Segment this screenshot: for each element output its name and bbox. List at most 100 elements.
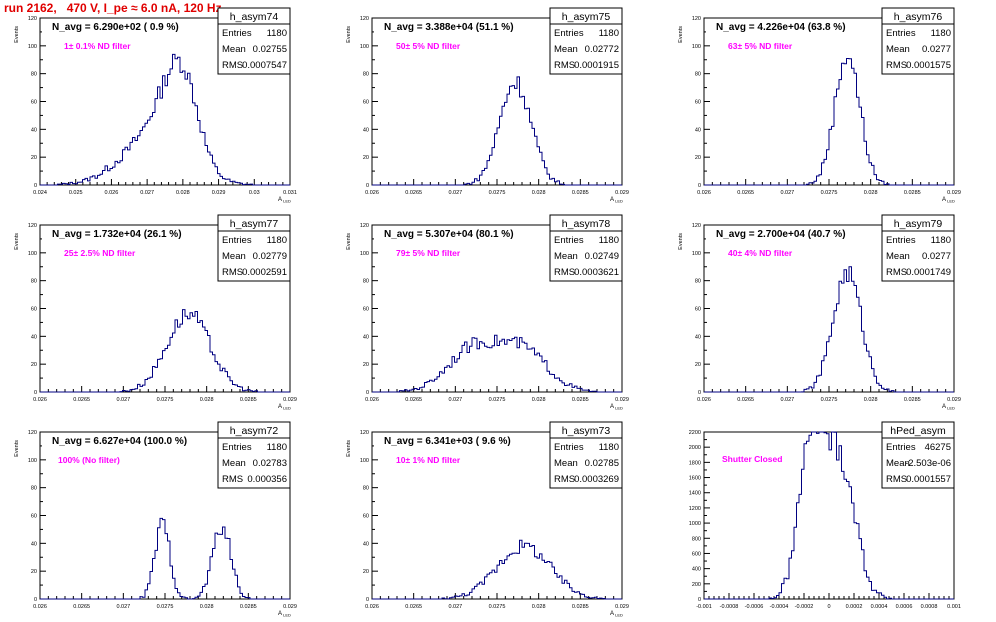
x-tick-label: 0.0265 bbox=[405, 397, 422, 403]
histogram-panel-h_asym74: 0 20 40 60 80 100 120 0.024 0.025 0.026 0.027 0.028… bbox=[14, 7, 297, 204]
y-tick-label: 120 bbox=[360, 223, 369, 229]
y-tick-label: 100 bbox=[360, 458, 369, 464]
x-tick-label: 0.028 bbox=[200, 604, 214, 610]
stats-title: h_asym77 bbox=[230, 218, 279, 230]
x-tick-label: 0.026 bbox=[697, 397, 711, 403]
navg-box bbox=[42, 227, 192, 240]
stats-value-entries: 1180 bbox=[267, 235, 287, 246]
x-tick-label: 0.0008 bbox=[921, 604, 938, 610]
y-tick-label: 120 bbox=[692, 16, 701, 22]
x-tick-label: 0.026 bbox=[365, 190, 379, 196]
histogram-panel-h_asym79: 0 20 40 60 80 100 120 0.026 0.0265 0.027 0.0275 0.0… bbox=[678, 214, 961, 411]
histogram-series bbox=[704, 431, 954, 600]
y-tick-label: 120 bbox=[28, 16, 37, 22]
y-tick-label: 80 bbox=[363, 486, 369, 492]
stats-key-rms: RMS bbox=[886, 60, 907, 71]
x-tick-label: 0.0275 bbox=[157, 397, 174, 403]
x-tick-label: 0 bbox=[827, 604, 830, 610]
x-tick-label: 0.0275 bbox=[157, 604, 174, 610]
stats-value-entries: 1180 bbox=[267, 442, 287, 453]
stats-key-entries: Entries bbox=[554, 235, 584, 246]
stats-key-entries: Entries bbox=[222, 442, 252, 453]
y-tick-label: 40 bbox=[695, 127, 701, 133]
navg-label: N_avg = 1.732e+04 (26.1 %) bbox=[52, 229, 182, 240]
y-tick-label: 60 bbox=[31, 100, 37, 106]
y-tick-label: 20 bbox=[363, 569, 369, 575]
stats-key-entries: Entries bbox=[222, 28, 252, 39]
x-tick-label: 0.028 bbox=[532, 604, 546, 610]
y-tick-label: 2200 bbox=[689, 430, 701, 436]
y-tick-label: 80 bbox=[31, 486, 37, 492]
x-tick-label: 0.029 bbox=[283, 397, 297, 403]
x-tick-label: 0.028 bbox=[176, 190, 190, 196]
y-tick-label: 20 bbox=[31, 362, 37, 368]
histogram-series bbox=[40, 517, 290, 600]
y-tick-label: 100 bbox=[360, 251, 369, 257]
stats-key-entries: Entries bbox=[886, 235, 916, 246]
stats-box bbox=[549, 7, 623, 75]
y-tick-label: 40 bbox=[695, 334, 701, 340]
y-tick-label: 40 bbox=[31, 334, 37, 340]
y-tick-label: 1800 bbox=[689, 460, 701, 466]
stats-value-mean: 0.02772 bbox=[585, 44, 619, 55]
x-tick-label: -0.0002 bbox=[795, 604, 814, 610]
stats-title: h_asym74 bbox=[230, 11, 279, 23]
filter-label: 40± 4% ND filter bbox=[728, 248, 793, 258]
stats-box bbox=[881, 7, 955, 75]
x-tick-label: 0.027 bbox=[448, 397, 462, 403]
y-tick-label: 0 bbox=[34, 183, 37, 189]
y-tick-label: 100 bbox=[692, 44, 701, 50]
x-tick-label: -0.0008 bbox=[720, 604, 739, 610]
stats-key-mean: Mean bbox=[222, 251, 246, 262]
y-tick-label: 40 bbox=[363, 127, 369, 133]
x-tick-label: 0.028 bbox=[864, 190, 878, 196]
stats-value-entries: 1180 bbox=[599, 442, 619, 453]
stats-title: h_asym72 bbox=[230, 425, 279, 437]
stats-key-entries: Entries bbox=[886, 28, 916, 39]
x-tick-label: 0.026 bbox=[697, 190, 711, 196]
histogram-series bbox=[704, 266, 954, 393]
navg-box bbox=[374, 20, 524, 33]
x-tick-label: 0.001 bbox=[947, 604, 961, 610]
histogram-series bbox=[40, 53, 290, 186]
y-axis-label: Events bbox=[346, 233, 352, 250]
x-axis-label: A LED bbox=[610, 611, 623, 618]
stats-value-mean: 0.02755 bbox=[253, 44, 287, 55]
x-tick-label: 0.0285 bbox=[904, 190, 921, 196]
stats-value-rms: 0.0003621 bbox=[574, 267, 619, 278]
x-tick-label: 0.029 bbox=[615, 397, 629, 403]
x-axis-label: A LED bbox=[942, 404, 955, 411]
y-tick-label: 20 bbox=[363, 362, 369, 368]
stats-title: h_asym79 bbox=[894, 218, 943, 230]
navg-box bbox=[42, 20, 192, 33]
histogram-series bbox=[704, 58, 954, 186]
x-tick-label: 0.027 bbox=[116, 604, 130, 610]
y-tick-label: 120 bbox=[360, 16, 369, 22]
stats-key-rms: RMS bbox=[886, 474, 907, 485]
filter-label: 25± 2.5% ND filter bbox=[64, 248, 136, 258]
y-tick-label: 400 bbox=[692, 567, 701, 573]
stats-value-rms: 0.0001749 bbox=[906, 267, 951, 278]
x-tick-label: 0.0285 bbox=[240, 397, 257, 403]
navg-label: N_avg = 6.341e+03 ( 9.6 %) bbox=[384, 436, 511, 447]
filter-label: 79± 5% ND filter bbox=[396, 248, 461, 258]
y-axis-label: Events bbox=[678, 233, 684, 250]
x-tick-label: 0.0275 bbox=[489, 397, 506, 403]
stats-key-mean: Mean bbox=[886, 251, 910, 262]
x-tick-label: 0.0265 bbox=[405, 604, 422, 610]
stats-title: hPed_asym bbox=[890, 425, 946, 437]
x-tick-label: 0.028 bbox=[864, 397, 878, 403]
x-tick-label: 0.027 bbox=[140, 190, 154, 196]
x-tick-label: 0.0275 bbox=[821, 190, 838, 196]
stats-title: h_asym75 bbox=[562, 11, 611, 23]
x-tick-label: 0.0265 bbox=[737, 397, 754, 403]
navg-box bbox=[706, 227, 856, 240]
stats-key-entries: Entries bbox=[554, 442, 584, 453]
stats-value-mean: 0.02749 bbox=[585, 251, 619, 262]
y-tick-label: 0 bbox=[698, 597, 701, 603]
x-axis-label: A LED bbox=[942, 197, 955, 204]
y-tick-label: 20 bbox=[363, 155, 369, 161]
x-tick-label: 0.029 bbox=[947, 190, 961, 196]
x-tick-label: 0.029 bbox=[615, 604, 629, 610]
x-tick-label: 0.027 bbox=[780, 397, 794, 403]
